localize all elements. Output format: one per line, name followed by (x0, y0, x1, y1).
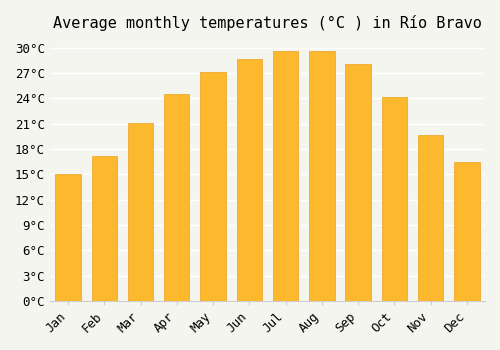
Bar (56, 174, 80, 301)
Bar (309, 51, 334, 301)
Bar (454, 162, 479, 301)
Bar (164, 94, 190, 301)
Bar (128, 123, 153, 301)
Title: Average monthly temperatures (°C ) in Río Bravo: Average monthly temperatures (°C ) in Rí… (53, 15, 482, 31)
Bar (92, 156, 117, 301)
Bar (418, 134, 444, 301)
Bar (273, 51, 298, 301)
Bar (382, 97, 407, 301)
Bar (346, 64, 371, 301)
Bar (200, 72, 226, 301)
Bar (236, 60, 262, 301)
